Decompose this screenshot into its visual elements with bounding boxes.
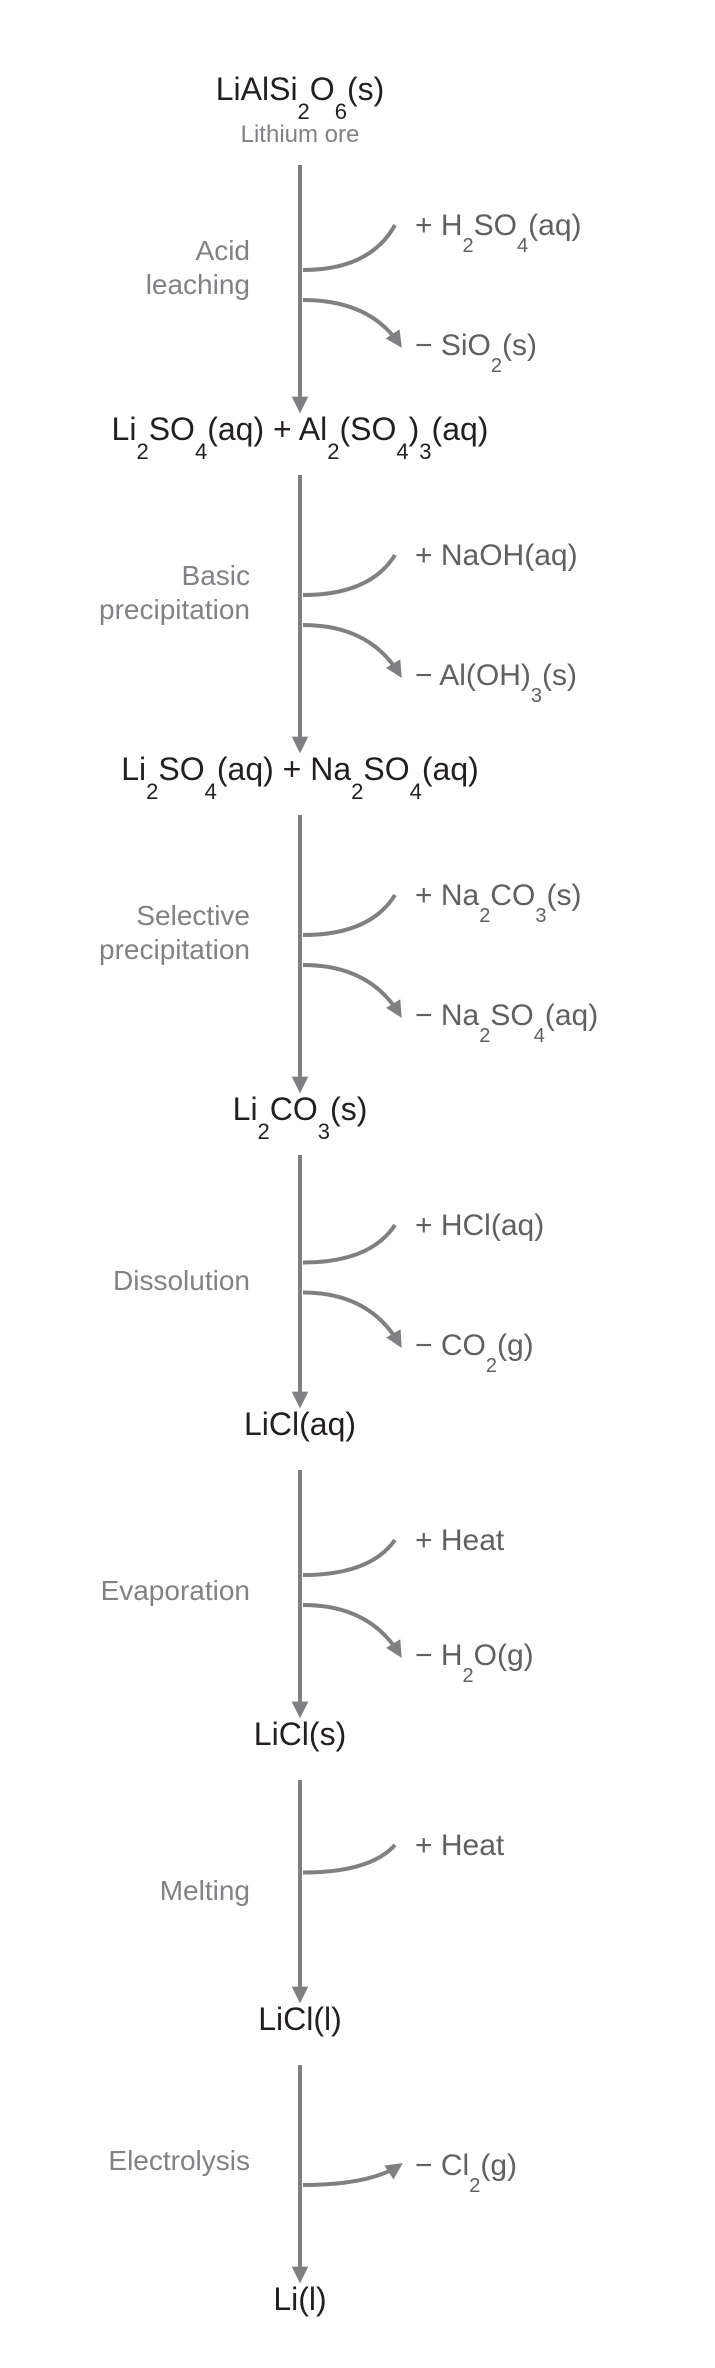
compound-node: Li2SO4(aq) + Al2(SO4)3(aq) — [112, 411, 489, 464]
step-label: precipitation — [99, 594, 250, 625]
step-input: + Heat — [415, 1524, 505, 1557]
compound-node: Li2SO4(aq) + Na2SO4(aq) — [121, 751, 479, 804]
step-input: + H2SO4(aq) — [415, 209, 582, 257]
step-label: Dissolution — [113, 1265, 250, 1296]
output-curve — [303, 2165, 400, 2185]
compound-node: LiCl(l) — [258, 2001, 342, 2037]
output-curve — [303, 1293, 400, 1346]
process-flow-diagram: LiAlSi2O6(s)Lithium ore Li2SO4(aq) + Al2(… — [0, 0, 715, 2368]
step-label: Acid — [196, 235, 250, 266]
step-label: precipitation — [99, 934, 250, 965]
input-curve — [303, 895, 395, 935]
compound-node: LiCl(s) — [254, 1716, 346, 1752]
step-output: − Na2SO4(aq) — [415, 999, 598, 1047]
step-label: Basic — [182, 560, 250, 591]
compound-node: LiCl(aq) — [244, 1406, 356, 1442]
step-label: Selective — [136, 900, 250, 931]
step-input: + Heat — [415, 1829, 505, 1862]
output-curve — [303, 1605, 400, 1655]
output-curve — [303, 300, 400, 345]
input-curve — [303, 1540, 395, 1575]
node-sublabel: Lithium ore — [241, 121, 360, 148]
step-input: + HCl(aq) — [415, 1209, 544, 1242]
compound-node: LiAlSi2O6(s) — [216, 71, 385, 124]
step-output: − CO2(g) — [415, 1329, 534, 1377]
step-output: − SiO2(s) — [415, 329, 537, 377]
input-curve — [303, 225, 395, 270]
input-curve — [303, 555, 395, 595]
step-input: + NaOH(aq) — [415, 539, 578, 572]
step-output: − H2O(g) — [415, 1639, 534, 1687]
step-input: + Na2CO3(s) — [415, 879, 581, 927]
compound-node: Li(l) — [273, 2281, 326, 2317]
step-label: Melting — [160, 1875, 250, 1906]
step-output: − Al(OH)3(s) — [415, 659, 577, 707]
output-curve — [303, 965, 400, 1015]
compound-node: Li2CO3(s) — [233, 1091, 368, 1144]
step-output: − Cl2(g) — [415, 2149, 517, 2197]
input-curve — [303, 1225, 395, 1263]
output-curve — [303, 625, 400, 675]
input-curve — [303, 1845, 395, 1873]
step-label: leaching — [146, 269, 250, 300]
step-label: Electrolysis — [108, 2145, 250, 2176]
step-label: Evaporation — [101, 1575, 250, 1606]
